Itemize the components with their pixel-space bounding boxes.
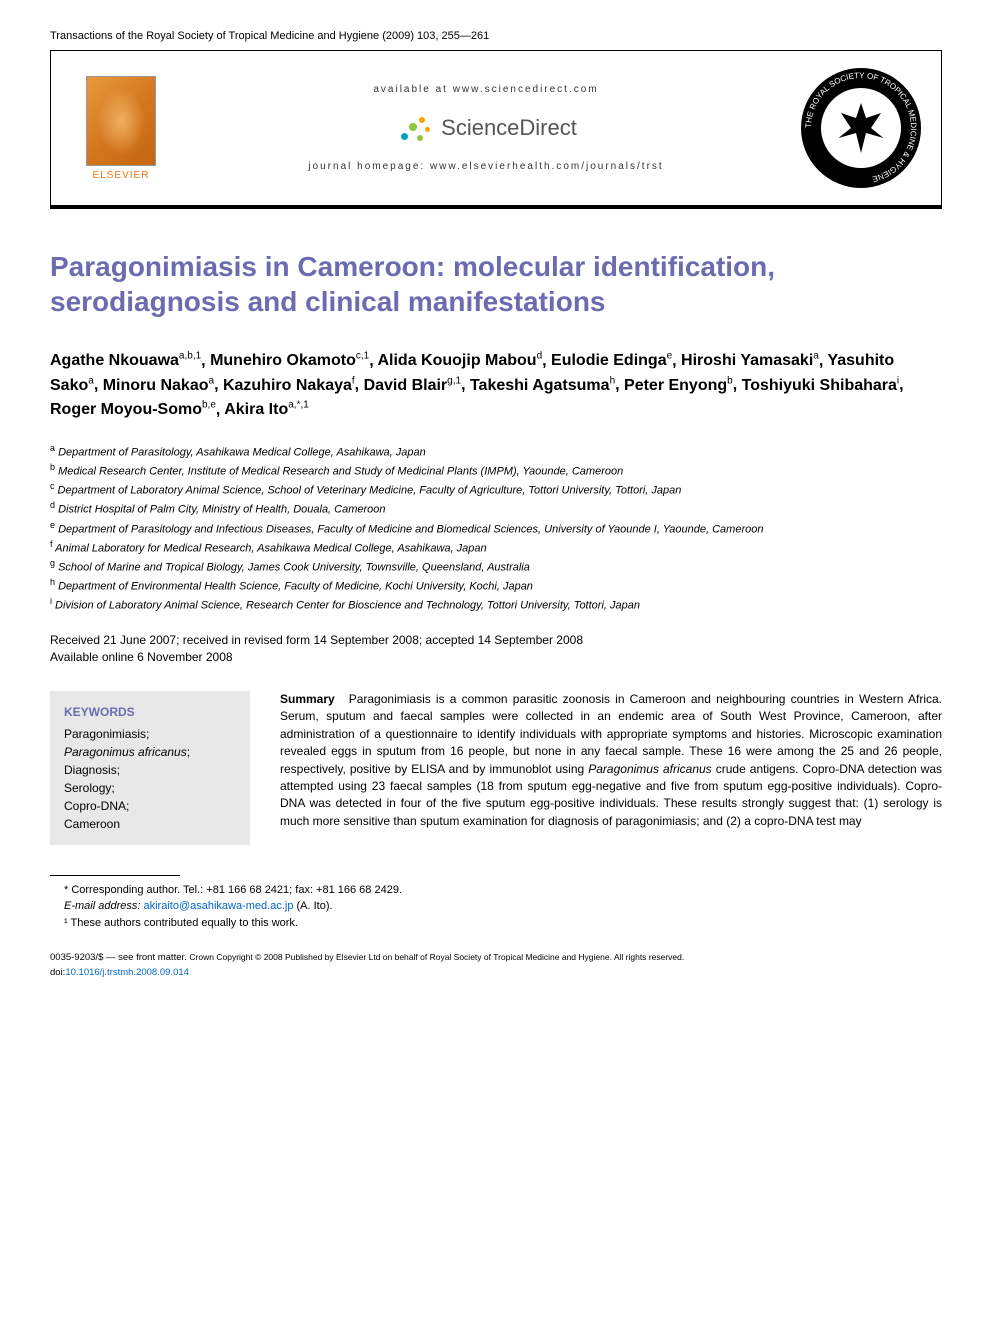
crown-copyright: Crown Copyright © 2008 Published by Else… [189, 952, 684, 962]
author: Minoru Nakaoa [103, 377, 214, 394]
author: Takeshi Agatsumah [470, 377, 615, 394]
affiliation: b Medical Research Center, Institute of … [50, 461, 942, 480]
doi-label: doi: [50, 967, 65, 978]
author: Akira Itoa,*,1 [224, 401, 309, 418]
affiliation: i Division of Laboratory Animal Science,… [50, 595, 942, 614]
author: David Blairg,1 [364, 377, 462, 394]
sciencedirect-text: ScienceDirect [441, 115, 577, 141]
author: Hiroshi Yamasakia [681, 352, 819, 369]
footnote-separator [50, 875, 180, 876]
article-title: Paragonimiasis in Cameroon: molecular id… [50, 249, 942, 319]
sciencedirect-logo: ScienceDirect [395, 113, 577, 143]
summary-label: Summary [280, 692, 335, 706]
author: Kazuhiro Nakayaf [223, 377, 355, 394]
footnotes: * Corresponding author. Tel.: +81 166 68… [50, 882, 942, 932]
keyword-item: Cameroon [64, 815, 236, 833]
equal-contrib: ¹ These authors contributed equally to t… [64, 915, 942, 932]
keyword-item: Paragonimus africanus; [64, 743, 236, 761]
keyword-item: Paragonimiasis; [64, 725, 236, 743]
keyword-item: Diagnosis; [64, 761, 236, 779]
homepage-text: journal homepage: www.elsevierhealth.com… [191, 161, 781, 172]
keywords-box: KEYWORDS Paragonimiasis;Paragonimus afri… [50, 691, 250, 845]
email-who: (A. Ito). [293, 900, 332, 912]
authors-list: Agathe Nkouawaa,b,1, Munehiro Okamotoc,1… [50, 349, 942, 422]
author: Roger Moyou-Somob,e [50, 401, 216, 418]
available-at: available at www.sciencedirect.com [191, 84, 781, 95]
affiliation: f Animal Laboratory for Medical Research… [50, 538, 942, 557]
sciencedirect-icon [395, 113, 435, 143]
author: Toshiyuki Shibaharai [742, 377, 900, 394]
affiliation: a Department of Parasitology, Asahikawa … [50, 442, 942, 461]
keyword-item: Copro-DNA; [64, 797, 236, 815]
header-rule [50, 205, 942, 209]
summary-text: SummaryParagonimiasis is a common parasi… [280, 691, 942, 845]
copyright-line: 0035-9203/$ — see front matter. Crown Co… [50, 951, 942, 980]
elsevier-block: ELSEVIER [71, 76, 171, 181]
keywords-title: KEYWORDS [64, 703, 236, 721]
affiliation: c Department of Laboratory Animal Scienc… [50, 480, 942, 499]
elsevier-text: ELSEVIER [93, 170, 150, 181]
dates-online: Available online 6 November 2008 [50, 649, 942, 666]
article-dates: Received 21 June 2007; received in revis… [50, 632, 942, 666]
email-address[interactable]: akiraito@asahikawa-med.ac.jp [143, 900, 293, 912]
affiliation: h Department of Environmental Health Sci… [50, 576, 942, 595]
author: Alida Kouojip Maboud [377, 352, 542, 369]
email-label: E-mail address: [64, 900, 140, 912]
author: Agathe Nkouawaa,b,1 [50, 352, 201, 369]
email-line: E-mail address: akiraito@asahikawa-med.a… [64, 898, 942, 915]
doi-link[interactable]: 10.1016/j.trstmh.2008.09.014 [65, 967, 189, 978]
affiliation: d District Hospital of Palm City, Minist… [50, 499, 942, 518]
journal-society-logo: THE ROYAL SOCIETY OF TROPICAL MEDICINE &… [801, 68, 921, 188]
author: Munehiro Okamotoc,1 [210, 352, 369, 369]
elsevier-tree-logo [86, 76, 156, 166]
keywords-list: Paragonimiasis;Paragonimus africanus;Dia… [64, 725, 236, 833]
center-header: available at www.sciencedirect.com Scien… [171, 84, 801, 172]
journal-citation: Transactions of the Royal Society of Tro… [50, 30, 942, 42]
author: Eulodie Edingae [551, 352, 672, 369]
issn: 0035-9203/$ — see front matter. [50, 952, 189, 963]
author: Peter Enyongb [624, 377, 733, 394]
header-box: ELSEVIER available at www.sciencedirect.… [50, 50, 942, 205]
affiliations-list: a Department of Parasitology, Asahikawa … [50, 442, 942, 614]
affiliation: e Department of Parasitology and Infecti… [50, 519, 942, 538]
corresponding-author: * Corresponding author. Tel.: +81 166 68… [64, 882, 942, 899]
keyword-item: Serology; [64, 779, 236, 797]
affiliation: g School of Marine and Tropical Biology,… [50, 557, 942, 576]
content-row: KEYWORDS Paragonimiasis;Paragonimus afri… [50, 691, 942, 845]
dates-received: Received 21 June 2007; received in revis… [50, 632, 942, 649]
